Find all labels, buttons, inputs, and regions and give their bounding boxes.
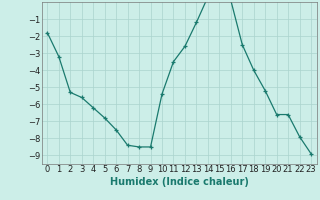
X-axis label: Humidex (Indice chaleur): Humidex (Indice chaleur) bbox=[110, 177, 249, 187]
